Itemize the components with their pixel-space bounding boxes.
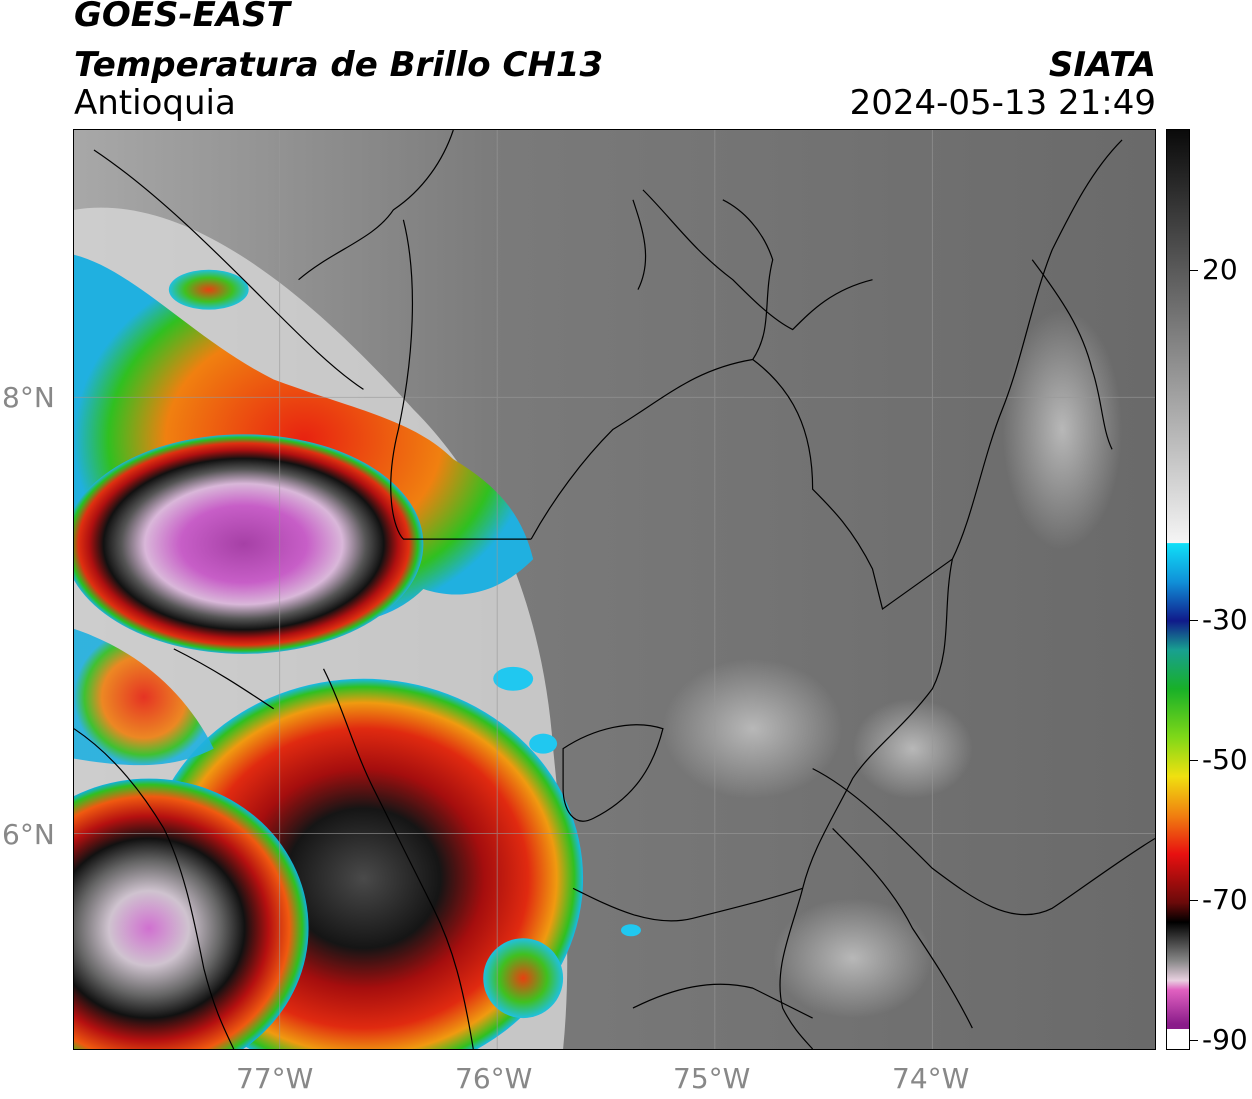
cold-pixel-cyan <box>620 924 641 937</box>
cloud-patch <box>772 898 933 1019</box>
colorbar-tick <box>1190 1040 1198 1041</box>
title-region: Antioquia <box>74 83 236 123</box>
colorbar-tick <box>1190 760 1198 761</box>
colorbar-min-segment <box>1167 1029 1189 1049</box>
colorbar-label-minus70: -70 <box>1202 883 1248 916</box>
lon-label-74w: 74°W <box>892 1062 970 1095</box>
cloud-patch <box>662 658 843 799</box>
lat-label-8n: 8°N <box>2 381 55 414</box>
storm-cell-southwest <box>74 778 309 1049</box>
lon-label-76w: 76°W <box>455 1062 533 1095</box>
cold-pixel-cyan <box>529 733 558 754</box>
colorbar-color-segment <box>1167 543 1189 1030</box>
lat-label-6n: 6°N <box>2 818 55 851</box>
storm-cell-east-edge <box>483 938 564 1019</box>
lon-label-77w: 77°W <box>236 1062 314 1095</box>
agency-label: SIATA <box>1048 45 1156 85</box>
storm-cell-north-small <box>168 269 249 310</box>
title-satellite: GOES-EAST <box>74 0 290 35</box>
storm-band-west <box>74 628 214 766</box>
cold-pixel-cyan <box>493 666 534 691</box>
colorbar-tick <box>1190 900 1198 901</box>
admin-boundaries <box>74 130 1155 1049</box>
colorbar-tick <box>1190 270 1198 271</box>
cloud-patch <box>852 698 973 799</box>
colorbar-label-20: 20 <box>1202 253 1238 286</box>
timestamp: 2024-05-13 21:49 <box>849 83 1156 123</box>
lon-label-75w: 75°W <box>673 1062 751 1095</box>
colorbar-label-minus30: -30 <box>1202 603 1248 636</box>
colorbar-label-minus50: -50 <box>1202 743 1248 776</box>
colorbar-label-minus90: -90 <box>1202 1023 1248 1056</box>
graticule <box>74 130 1155 1049</box>
cloud-patch <box>1002 309 1123 550</box>
title-product: Temperatura de Brillo CH13 <box>74 45 604 85</box>
colorbar-tick <box>1190 620 1198 621</box>
satellite-map <box>73 129 1156 1050</box>
colorbar-gray-segment <box>1167 130 1189 544</box>
temperature-colorbar <box>1166 129 1190 1050</box>
storm-cell-northwest <box>74 434 424 654</box>
